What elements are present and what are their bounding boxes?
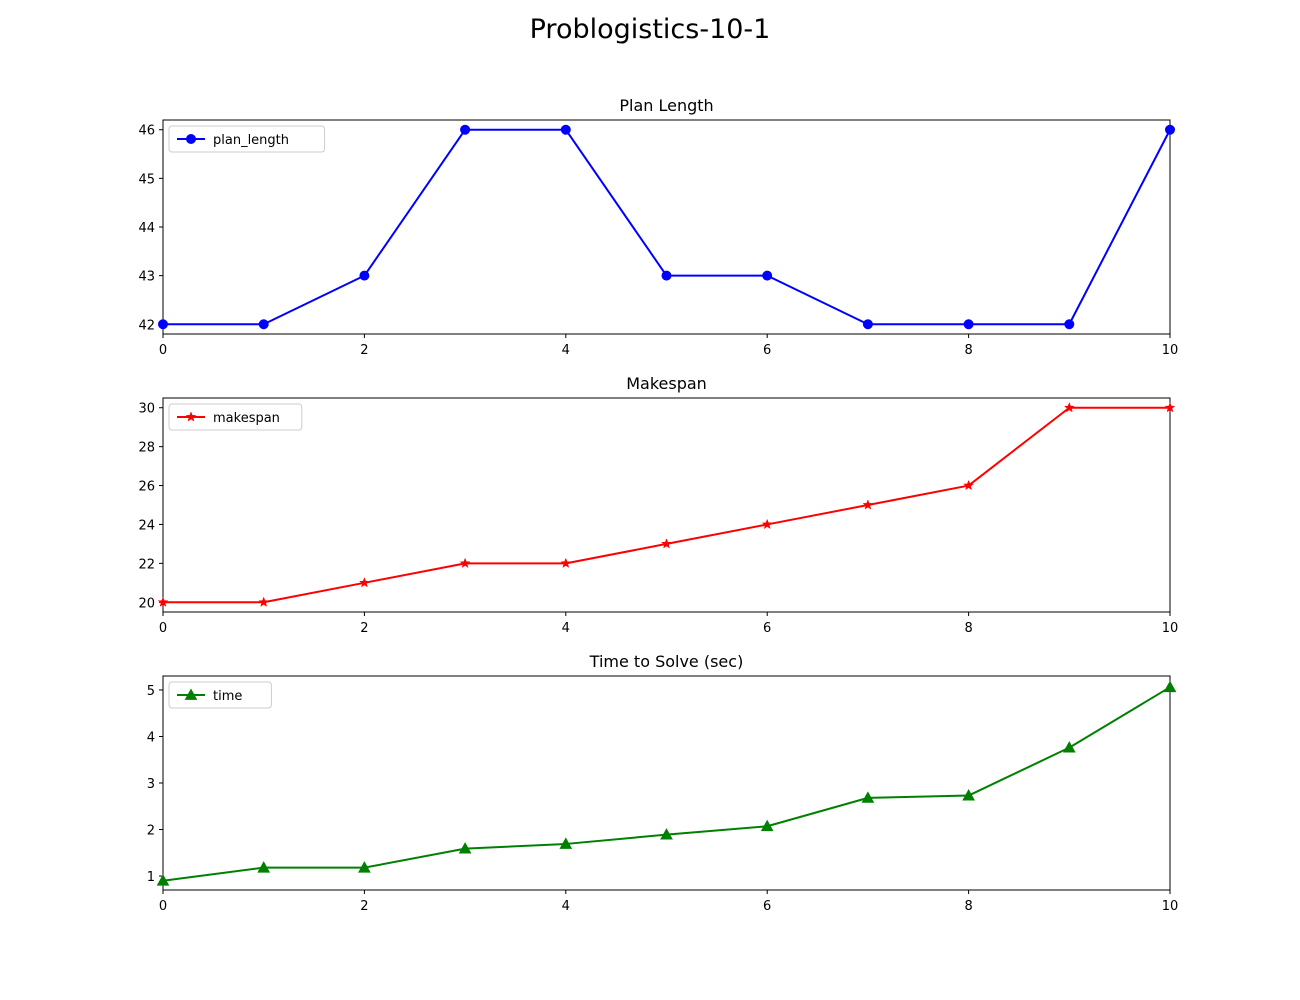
y-tick-label: 43	[138, 270, 155, 285]
y-tick-label: 46	[138, 124, 155, 139]
plot-area-frame	[162, 675, 1171, 891]
legend-marker	[185, 411, 197, 422]
x-tick-label: 4	[562, 343, 570, 358]
data-point	[1164, 402, 1176, 413]
legend-marker	[184, 688, 198, 700]
data-point	[560, 124, 571, 135]
data-point	[962, 789, 975, 801]
x-tick-label: 6	[763, 343, 771, 358]
data-point	[257, 861, 271, 873]
plot-area-frame	[162, 397, 1171, 613]
data-point	[862, 319, 873, 330]
data-point	[963, 319, 974, 330]
y-tick-label: 4	[147, 730, 155, 745]
subplot-title: Plan Length	[619, 96, 713, 115]
x-tick-label: 8	[964, 899, 972, 914]
x-tick-label: 4	[562, 621, 570, 636]
legend-label: time	[213, 689, 242, 704]
data-point	[358, 861, 371, 873]
data-point	[460, 124, 471, 135]
subplot-title: Time to Solve (sec)	[589, 652, 744, 671]
legend: makespan	[168, 403, 303, 431]
data-point	[1064, 319, 1075, 330]
data-point	[661, 270, 672, 281]
data-point	[1062, 741, 1076, 753]
data-point	[1063, 402, 1075, 413]
x-tick-label: 6	[763, 621, 771, 636]
y-tick-label: 22	[138, 557, 155, 572]
data-point	[661, 538, 672, 549]
y-tick-label: 44	[138, 221, 155, 236]
data-point	[1163, 680, 1177, 693]
x-tick-label: 0	[159, 899, 167, 914]
data-point	[560, 557, 572, 568]
x-tick-label: 10	[1162, 343, 1179, 358]
data-point	[156, 874, 170, 886]
data-point	[158, 319, 168, 330]
data-point	[559, 837, 573, 849]
data-point	[459, 557, 471, 568]
data-point	[660, 828, 673, 840]
y-tick-label: 5	[147, 684, 155, 699]
y-tick-label: 24	[138, 518, 155, 533]
legend-marker	[186, 134, 196, 144]
y-tick-label: 3	[147, 777, 155, 792]
data-point	[861, 791, 875, 803]
x-tick-label: 8	[964, 343, 972, 358]
x-tick-label: 10	[1162, 621, 1179, 636]
y-tick-label: 1	[147, 870, 155, 885]
legend-label: plan_length	[213, 133, 289, 148]
figure-title: Problogistics-10-1	[529, 14, 771, 45]
legend-label: makespan	[213, 411, 280, 426]
y-tick-label: 26	[138, 480, 155, 495]
data-point	[963, 479, 975, 491]
x-tick-label: 2	[360, 899, 368, 914]
data-point	[359, 270, 370, 281]
series-line-plan_length	[163, 128, 1171, 326]
x-tick-label: 10	[1162, 899, 1179, 914]
legend-box	[168, 681, 272, 709]
y-tick-label: 42	[138, 318, 155, 333]
series-line-makespan	[163, 406, 1170, 604]
data-point	[258, 319, 269, 330]
data-point	[862, 499, 874, 510]
x-tick-label: 4	[562, 899, 570, 914]
x-tick-label: 0	[159, 343, 167, 358]
y-tick-label: 2	[147, 824, 155, 839]
data-point	[358, 577, 370, 588]
subplot-title: Makespan	[626, 374, 707, 393]
data-point	[458, 842, 472, 854]
legend-box	[168, 403, 303, 431]
x-tick-label: 8	[964, 621, 972, 636]
x-tick-label: 2	[360, 621, 368, 636]
legend: time	[168, 681, 272, 709]
y-tick-label: 30	[138, 402, 155, 417]
data-point	[258, 596, 270, 607]
y-tick-label: 20	[138, 596, 155, 611]
data-point	[762, 270, 773, 281]
data-point	[761, 518, 773, 530]
x-tick-label: 6	[763, 899, 771, 914]
x-tick-label: 2	[360, 343, 368, 358]
y-tick-label: 45	[138, 172, 155, 187]
legend-box	[168, 125, 326, 153]
x-tick-label: 0	[159, 621, 167, 636]
data-point	[157, 596, 169, 607]
y-tick-label: 28	[138, 441, 155, 456]
series-line-time	[162, 686, 1171, 882]
data-point	[1165, 124, 1175, 135]
data-point	[760, 819, 774, 832]
legend: plan_length	[168, 125, 326, 153]
